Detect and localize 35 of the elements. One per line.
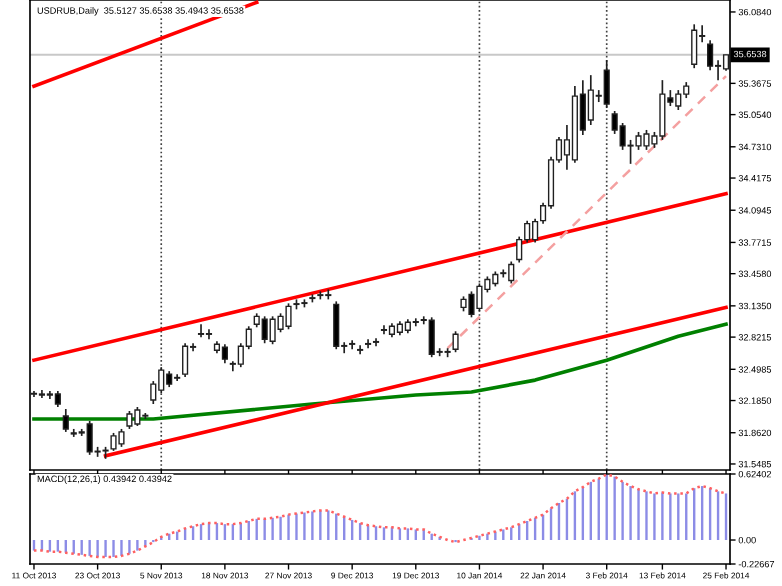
candlestick	[643, 129, 650, 151]
candlestick	[221, 343, 228, 364]
candlestick	[428, 316, 435, 359]
candlestick	[205, 328, 213, 341]
candlestick	[587, 74, 594, 126]
candlestick	[349, 339, 356, 351]
candlestick	[261, 315, 268, 345]
candlestick	[269, 315, 276, 346]
candlestick	[134, 406, 141, 427]
candlestick	[86, 420, 93, 456]
candlestick	[707, 39, 714, 71]
candlestick	[675, 89, 682, 111]
candlestick	[357, 344, 364, 356]
candlestick	[603, 59, 610, 109]
candlestick	[62, 408, 69, 433]
candlestick	[452, 330, 459, 354]
candlestick	[412, 317, 419, 328]
candlestick	[691, 23, 698, 70]
candlestick	[500, 268, 507, 279]
candlestick	[468, 290, 475, 319]
candlestick	[364, 338, 372, 350]
candlestick	[285, 302, 292, 331]
candlestick	[476, 282, 483, 313]
candlestick	[508, 260, 515, 285]
candlestick	[659, 79, 666, 141]
candlestick	[277, 312, 284, 334]
candlestick	[158, 366, 165, 394]
candlestick	[182, 342, 189, 378]
candlestick	[197, 323, 205, 339]
candlestick	[325, 288, 332, 301]
candlestick	[333, 300, 340, 351]
line-series	[32, 322, 728, 421]
candlestick	[532, 217, 539, 244]
candlestick	[372, 337, 380, 348]
candlestick	[380, 324, 388, 336]
